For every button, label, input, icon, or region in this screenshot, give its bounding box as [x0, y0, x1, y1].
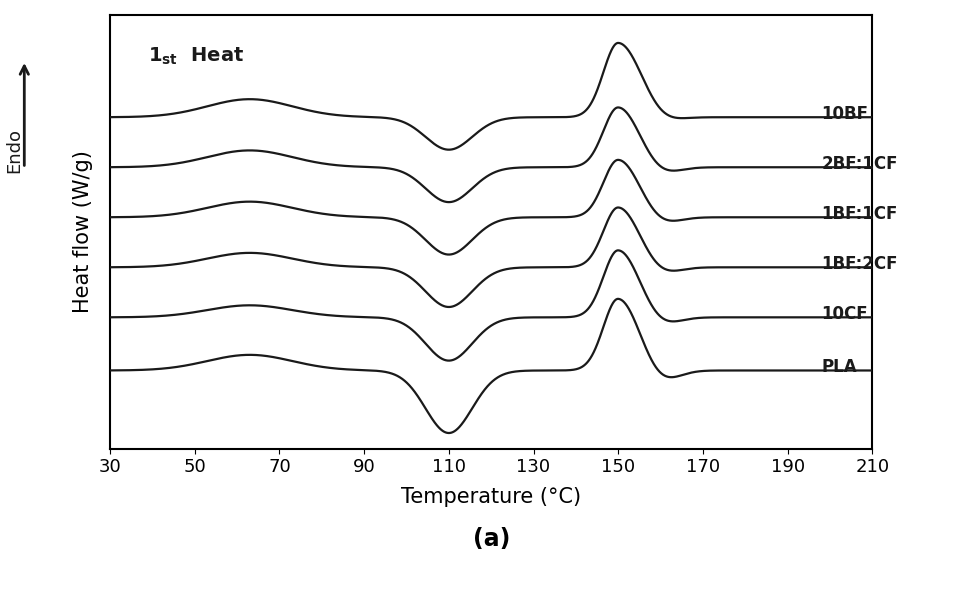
Text: PLA: PLA	[821, 358, 857, 376]
Text: 1BF:1CF: 1BF:1CF	[821, 205, 898, 222]
Text: Endo: Endo	[5, 128, 23, 172]
Text: 10CF: 10CF	[821, 305, 868, 323]
Y-axis label: Heat flow (W/g): Heat flow (W/g)	[73, 150, 93, 313]
Text: 1$_{\mathregular{st}}$  Heat: 1$_{\mathregular{st}}$ Heat	[148, 45, 244, 67]
X-axis label: Temperature (°C): Temperature (°C)	[401, 487, 581, 507]
Text: (a): (a)	[472, 526, 510, 551]
Text: 2BF:1CF: 2BF:1CF	[821, 154, 898, 172]
Text: 1BF:2CF: 1BF:2CF	[821, 255, 898, 273]
Text: 10BF: 10BF	[821, 105, 869, 123]
